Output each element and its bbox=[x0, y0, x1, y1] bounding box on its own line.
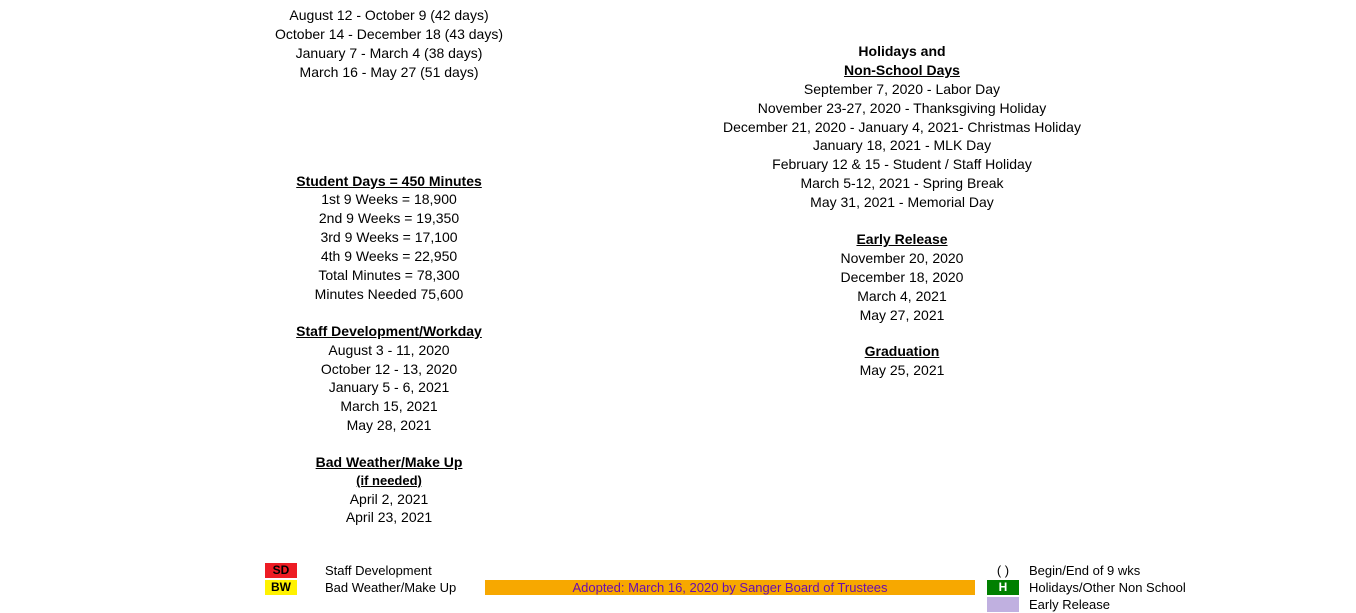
staff-dev-line: March 15, 2021 bbox=[275, 397, 503, 416]
legend-label-early-release: Early Release bbox=[1029, 597, 1110, 612]
legend-swatch-early-release bbox=[987, 597, 1019, 612]
legend-swatch-bw: BW bbox=[265, 580, 297, 595]
early-release-line: December 18, 2020 bbox=[723, 268, 1081, 287]
left-column: August 12 - October 9 (42 days) October … bbox=[275, 6, 503, 527]
student-days-line: Total Minutes = 78,300 bbox=[275, 266, 503, 285]
early-release-line: March 4, 2021 bbox=[723, 287, 1081, 306]
student-days-line: 4th 9 Weeks = 22,950 bbox=[275, 247, 503, 266]
bad-weather-line: April 23, 2021 bbox=[275, 508, 503, 527]
staff-dev-line: May 28, 2021 bbox=[275, 416, 503, 435]
bad-weather-sub: (if needed) bbox=[275, 472, 503, 490]
adopted-banner: Adopted: March 16, 2020 by Sanger Board … bbox=[485, 580, 975, 595]
staff-dev-heading: Staff Development/Workday bbox=[275, 322, 503, 341]
term-line: October 14 - December 18 (43 days) bbox=[275, 25, 503, 44]
legend-label-holidays: Holidays/Other Non School bbox=[1029, 580, 1186, 595]
early-release-heading: Early Release bbox=[723, 230, 1081, 249]
staff-dev-line: October 12 - 13, 2020 bbox=[275, 360, 503, 379]
early-release-line: May 27, 2021 bbox=[723, 306, 1081, 325]
right-column: Holidays and Non-School Days September 7… bbox=[723, 6, 1081, 527]
student-days-heading: Student Days = 450 Minutes bbox=[275, 172, 503, 191]
early-release-line: November 20, 2020 bbox=[723, 249, 1081, 268]
student-days-line: Minutes Needed 75,600 bbox=[275, 285, 503, 304]
legend-label-sd: Staff Development bbox=[325, 563, 485, 578]
term-line: August 12 - October 9 (42 days) bbox=[275, 6, 503, 25]
student-days-line: 2nd 9 Weeks = 19,350 bbox=[275, 209, 503, 228]
holidays-heading-2: Non-School Days bbox=[723, 61, 1081, 80]
holiday-line: December 21, 2020 - January 4, 2021- Chr… bbox=[723, 118, 1081, 137]
student-days-line: 1st 9 Weeks = 18,900 bbox=[275, 190, 503, 209]
legend-paren: ( ) bbox=[987, 563, 1019, 578]
legend-label-begin-end: Begin/End of 9 wks bbox=[1029, 563, 1140, 578]
graduation-heading: Graduation bbox=[723, 342, 1081, 361]
legend-label-bw: Bad Weather/Make Up bbox=[325, 580, 485, 595]
term-line: January 7 - March 4 (38 days) bbox=[275, 44, 503, 63]
holidays-heading-1: Holidays and bbox=[723, 42, 1081, 61]
legend-swatch-sd: SD bbox=[265, 563, 297, 578]
holiday-line: May 31, 2021 - Memorial Day bbox=[723, 193, 1081, 212]
holiday-line: September 7, 2020 - Labor Day bbox=[723, 80, 1081, 99]
bad-weather-heading: Bad Weather/Make Up bbox=[275, 453, 503, 472]
holiday-line: March 5-12, 2021 - Spring Break bbox=[723, 174, 1081, 193]
legend-footer: SD Staff Development ( ) Begin/End of 9 … bbox=[265, 562, 1250, 613]
bad-weather-line: April 2, 2021 bbox=[275, 490, 503, 509]
holiday-line: January 18, 2021 - MLK Day bbox=[723, 136, 1081, 155]
staff-dev-line: January 5 - 6, 2021 bbox=[275, 378, 503, 397]
legend-swatch-h: H bbox=[987, 580, 1019, 595]
graduation-line: May 25, 2021 bbox=[723, 361, 1081, 380]
student-days-line: 3rd 9 Weeks = 17,100 bbox=[275, 228, 503, 247]
staff-dev-line: August 3 - 11, 2020 bbox=[275, 341, 503, 360]
term-line: March 16 - May 27 (51 days) bbox=[275, 63, 503, 82]
holiday-line: February 12 & 15 - Student / Staff Holid… bbox=[723, 155, 1081, 174]
holiday-line: November 23-27, 2020 - Thanksgiving Holi… bbox=[723, 99, 1081, 118]
